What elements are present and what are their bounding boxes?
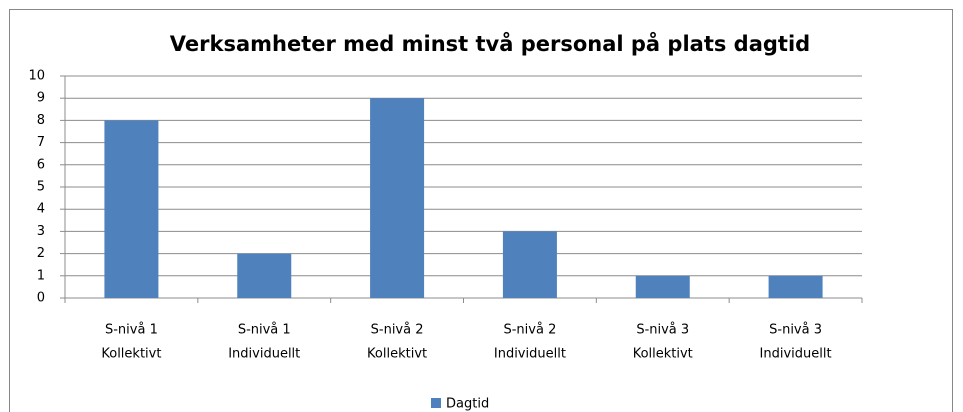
bar	[635, 275, 690, 298]
bar	[237, 253, 292, 298]
x-tick-label: Individuellt	[494, 347, 566, 362]
x-tick-label: S-nivå 1	[238, 323, 291, 338]
chart-border	[9, 9, 953, 412]
y-tick-label: 6	[37, 157, 45, 172]
x-tick-label: S-nivå 1	[105, 323, 158, 338]
x-tick-label: S-nivå 3	[769, 323, 822, 338]
y-tick-label: 10	[28, 69, 45, 84]
x-tick-label: Individuellt	[760, 347, 832, 362]
chart-title: Verksamheter med minst två personal på p…	[170, 31, 810, 56]
legend-label: Dagtid	[446, 397, 489, 412]
y-tick-label: 8	[37, 113, 45, 128]
y-tick-label: 0	[37, 291, 45, 306]
bar	[104, 120, 159, 299]
x-tick-label: Kollektivt	[633, 347, 693, 362]
y-tick-label: 4	[37, 202, 45, 217]
x-tick-label: Kollektivt	[367, 347, 427, 362]
y-tick-label: 7	[37, 135, 45, 150]
legend-swatch	[431, 398, 441, 408]
bar	[502, 231, 557, 298]
y-tick-label: 9	[37, 91, 45, 106]
x-tick-label: S-nivå 2	[503, 323, 556, 338]
x-tick-label: Kollektivt	[101, 347, 161, 362]
bar	[768, 275, 823, 298]
x-tick-label: S-nivå 3	[636, 323, 689, 338]
x-tick-label: Individuellt	[228, 347, 300, 362]
x-tick-label: S-nivå 2	[371, 323, 424, 338]
bar	[370, 98, 425, 298]
y-tick-label: 3	[37, 224, 45, 239]
y-tick-label: 2	[37, 246, 45, 261]
y-tick-label: 1	[37, 268, 45, 283]
y-tick-label: 5	[37, 180, 45, 195]
